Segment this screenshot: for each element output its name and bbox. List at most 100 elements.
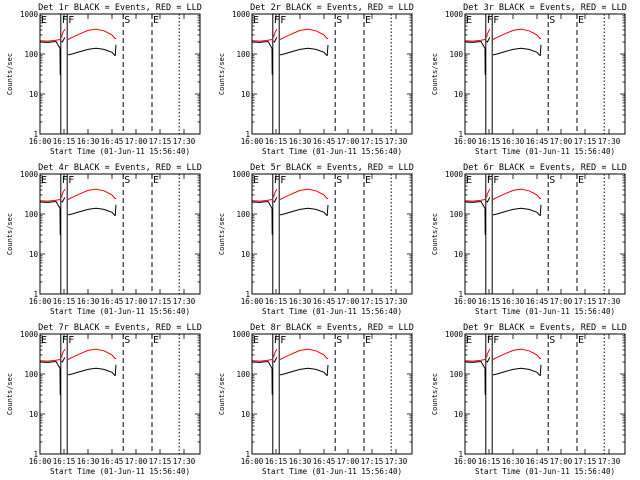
series-lld bbox=[464, 39, 486, 42]
marker-label: S bbox=[124, 335, 130, 346]
series-events bbox=[486, 357, 491, 363]
x-tick-label: 17:30 bbox=[598, 297, 621, 306]
marker-label: S bbox=[124, 15, 130, 26]
marker-label: E bbox=[578, 335, 584, 346]
marker-label: F bbox=[487, 335, 493, 346]
series-events bbox=[492, 367, 541, 377]
series-lld bbox=[486, 348, 491, 358]
x-tick-label: 17:30 bbox=[385, 297, 408, 306]
y-tick-label: 10 bbox=[454, 90, 464, 99]
y-axis-label: Counts/sec bbox=[6, 213, 14, 255]
x-tick-label: 16:45 bbox=[526, 137, 549, 146]
x-tick-label: 16:15 bbox=[265, 137, 288, 146]
x-tick-label: 17:00 bbox=[550, 457, 573, 466]
x-axis-label: Start Time (01-Jun-11 15:56:40) bbox=[262, 467, 402, 476]
y-tick-label: 1 bbox=[245, 130, 250, 139]
series-events bbox=[464, 40, 486, 49]
y-tick-label: 1 bbox=[33, 450, 38, 459]
series-lld bbox=[39, 199, 61, 202]
series-events bbox=[486, 37, 491, 43]
x-tick-label: 17:00 bbox=[550, 297, 573, 306]
x-tick-label: 16:45 bbox=[101, 137, 124, 146]
marker-label: F bbox=[280, 15, 286, 26]
series-lld bbox=[39, 359, 61, 362]
x-axis-label: Start Time (01-Jun-11 15:56:40) bbox=[262, 147, 402, 156]
marker-label: E bbox=[253, 175, 259, 186]
series-events bbox=[492, 207, 541, 217]
x-tick-label: 17:30 bbox=[173, 457, 196, 466]
x-tick-label: 17:30 bbox=[385, 457, 408, 466]
y-tick-label: 10 bbox=[241, 250, 251, 259]
panel-title: Det 5r BLACK = Events, RED = LLD bbox=[250, 163, 414, 173]
series-events bbox=[464, 200, 486, 209]
x-tick-label: 17:15 bbox=[361, 297, 384, 306]
y-tick-label: 1000 bbox=[20, 170, 39, 179]
y-tick-label: 1 bbox=[458, 130, 463, 139]
marker-label: F bbox=[62, 335, 68, 346]
series-lld bbox=[61, 28, 66, 38]
series-events bbox=[539, 364, 542, 376]
series-events bbox=[273, 37, 278, 43]
x-tick-label: 17:15 bbox=[361, 137, 384, 146]
series-events bbox=[539, 204, 542, 216]
series-lld bbox=[273, 28, 278, 38]
y-tick-label: 10 bbox=[241, 410, 251, 419]
x-tick-label: 16:15 bbox=[478, 457, 501, 466]
x-tick-label: 16:30 bbox=[77, 137, 100, 146]
y-tick-label: 10 bbox=[454, 250, 464, 259]
series-lld bbox=[486, 28, 491, 38]
plot-frame bbox=[251, 173, 413, 295]
series-lld bbox=[326, 37, 329, 40]
x-tick-label: 16:00 bbox=[454, 457, 477, 466]
marker-label: S bbox=[549, 15, 555, 26]
y-axis-label: Counts/sec bbox=[6, 373, 14, 415]
marker-label: E bbox=[153, 335, 159, 346]
panel-8: Det 8r BLACK = Events, RED = LLD Counts/s… bbox=[218, 323, 414, 476]
y-tick-label: 10 bbox=[454, 410, 464, 419]
marker-label: E bbox=[365, 335, 371, 346]
x-axis-label: Start Time (01-Jun-11 15:56:40) bbox=[50, 147, 190, 156]
marker-label: E bbox=[578, 15, 584, 26]
series-events bbox=[326, 364, 329, 376]
series-events bbox=[279, 207, 328, 217]
series-events bbox=[39, 40, 61, 49]
panel-1: Det 1r BLACK = Events, RED = LLD Counts/s… bbox=[6, 3, 202, 156]
panel-title: Det 2r BLACK = Events, RED = LLD bbox=[250, 3, 414, 13]
series-events bbox=[39, 360, 61, 369]
marker-label: F bbox=[487, 175, 493, 186]
marker-label: E bbox=[466, 175, 472, 186]
x-tick-label: 16:15 bbox=[265, 297, 288, 306]
panel-2: Det 2r BLACK = Events, RED = LLD Counts/s… bbox=[218, 3, 414, 156]
x-tick-label: 16:45 bbox=[313, 457, 336, 466]
x-tick-label: 16:30 bbox=[502, 457, 525, 466]
x-tick-label: 17:30 bbox=[173, 137, 196, 146]
x-tick-label: 16:00 bbox=[454, 297, 477, 306]
y-axis-label: Counts/sec bbox=[218, 213, 226, 255]
series-lld bbox=[279, 348, 328, 360]
series-lld bbox=[464, 359, 486, 362]
marker-label: F bbox=[487, 15, 493, 26]
series-lld bbox=[539, 357, 542, 360]
marker-label: F bbox=[280, 335, 286, 346]
y-tick-label: 10 bbox=[29, 410, 39, 419]
y-tick-label: 1000 bbox=[445, 170, 464, 179]
series-events bbox=[486, 197, 491, 203]
marker-label: F bbox=[62, 15, 68, 26]
series-lld bbox=[492, 348, 541, 360]
x-tick-label: 17:00 bbox=[125, 457, 148, 466]
series-events bbox=[61, 37, 66, 43]
y-axis-label: Counts/sec bbox=[218, 373, 226, 415]
y-axis-label: Counts/sec bbox=[431, 53, 439, 95]
x-tick-label: 16:30 bbox=[289, 457, 312, 466]
x-tick-label: 16:00 bbox=[29, 137, 52, 146]
x-tick-label: 16:45 bbox=[313, 137, 336, 146]
series-lld bbox=[492, 28, 541, 40]
marker-label: E bbox=[365, 175, 371, 186]
y-tick-label: 1 bbox=[458, 290, 463, 299]
x-tick-label: 16:30 bbox=[289, 297, 312, 306]
y-tick-label: 100 bbox=[236, 50, 250, 59]
marker-label: F bbox=[68, 15, 74, 26]
series-events bbox=[326, 44, 329, 56]
series-events bbox=[492, 47, 541, 57]
